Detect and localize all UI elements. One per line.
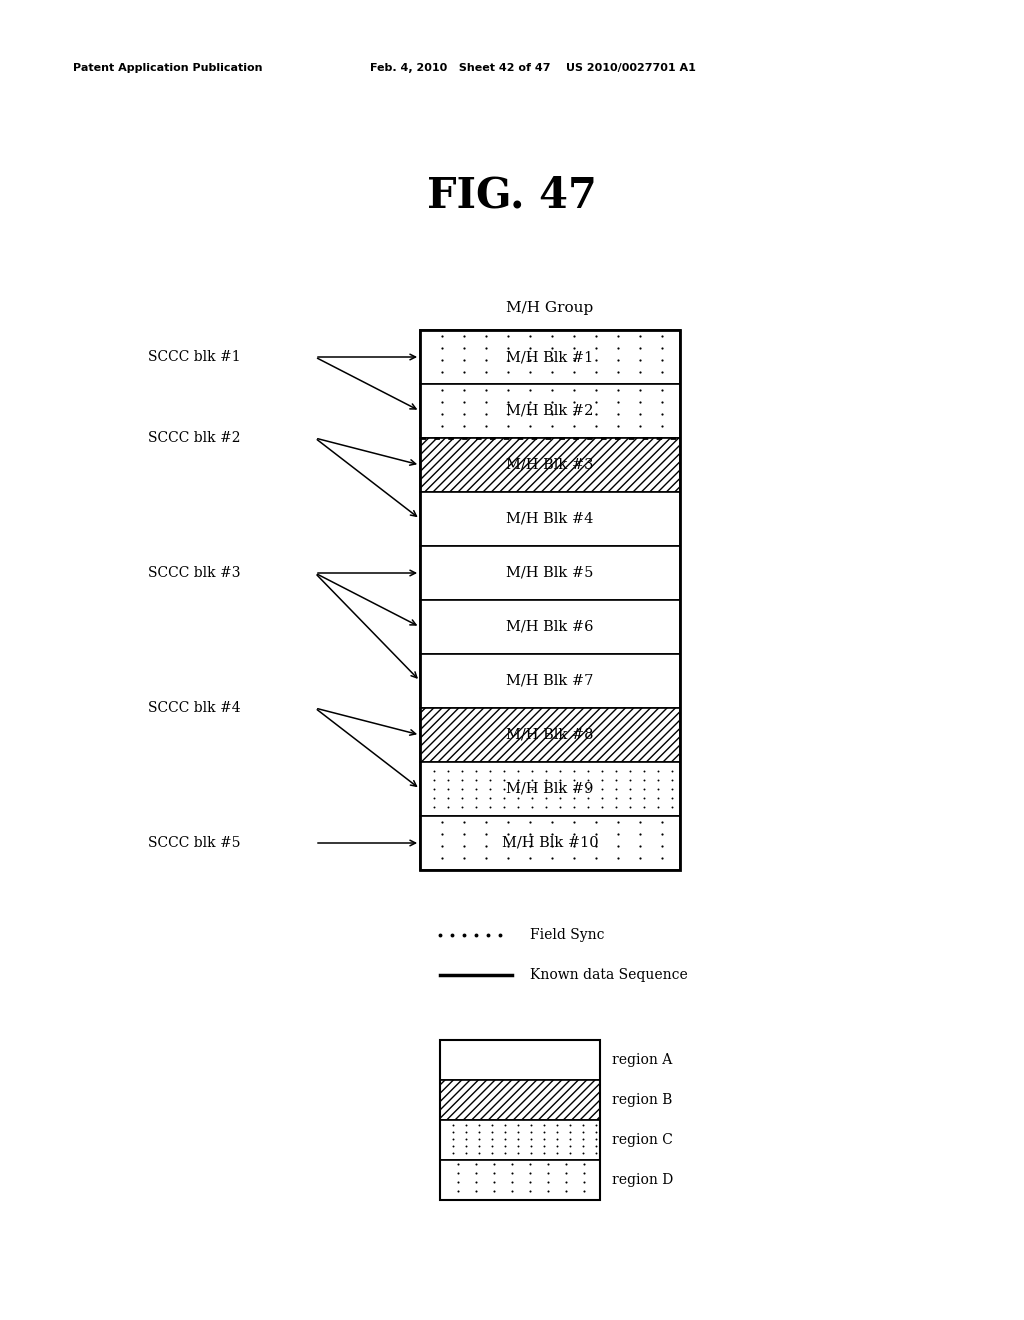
Text: M/H Blk #4: M/H Blk #4 xyxy=(506,512,594,525)
Text: SCCC blk #4: SCCC blk #4 xyxy=(148,701,241,715)
Bar xyxy=(420,653,680,708)
Text: SCCC blk #2: SCCC blk #2 xyxy=(148,432,241,445)
Bar xyxy=(440,1040,600,1080)
Text: M/H Blk #8: M/H Blk #8 xyxy=(506,729,594,742)
Text: region A: region A xyxy=(612,1053,672,1067)
Text: M/H Blk #9: M/H Blk #9 xyxy=(506,781,594,796)
Text: M/H Group: M/H Group xyxy=(507,301,594,315)
Bar xyxy=(420,330,680,384)
Bar xyxy=(440,1119,600,1160)
Text: Feb. 4, 2010   Sheet 42 of 47    US 2010/0027701 A1: Feb. 4, 2010 Sheet 42 of 47 US 2010/0027… xyxy=(370,63,696,73)
Bar xyxy=(420,492,680,546)
Bar xyxy=(420,330,680,870)
Text: region D: region D xyxy=(612,1173,673,1187)
Bar xyxy=(440,1040,600,1200)
Text: region B: region B xyxy=(612,1093,673,1107)
Bar xyxy=(420,384,680,438)
Text: M/H Blk #1: M/H Blk #1 xyxy=(507,350,594,364)
Text: M/H Blk #2: M/H Blk #2 xyxy=(506,404,594,418)
Text: SCCC blk #5: SCCC blk #5 xyxy=(148,836,241,850)
Bar xyxy=(440,1160,600,1200)
Bar xyxy=(420,438,680,492)
Text: region C: region C xyxy=(612,1133,673,1147)
Text: SCCC blk #1: SCCC blk #1 xyxy=(148,350,241,364)
Text: FIG. 47: FIG. 47 xyxy=(427,174,597,216)
Bar xyxy=(420,601,680,653)
Text: M/H Blk #5: M/H Blk #5 xyxy=(506,566,594,579)
Text: M/H Blk #7: M/H Blk #7 xyxy=(506,675,594,688)
Bar xyxy=(420,816,680,870)
Text: SCCC blk #3: SCCC blk #3 xyxy=(148,566,241,579)
Text: M/H Blk #10: M/H Blk #10 xyxy=(502,836,598,850)
Bar xyxy=(420,546,680,601)
Bar xyxy=(420,708,680,762)
Bar xyxy=(440,1080,600,1119)
Bar xyxy=(420,762,680,816)
Text: Field Sync: Field Sync xyxy=(530,928,604,942)
Text: Patent Application Publication: Patent Application Publication xyxy=(73,63,262,73)
Text: M/H Blk #6: M/H Blk #6 xyxy=(506,620,594,634)
Text: M/H Blk #3: M/H Blk #3 xyxy=(506,458,594,473)
Text: Known data Sequence: Known data Sequence xyxy=(530,968,688,982)
